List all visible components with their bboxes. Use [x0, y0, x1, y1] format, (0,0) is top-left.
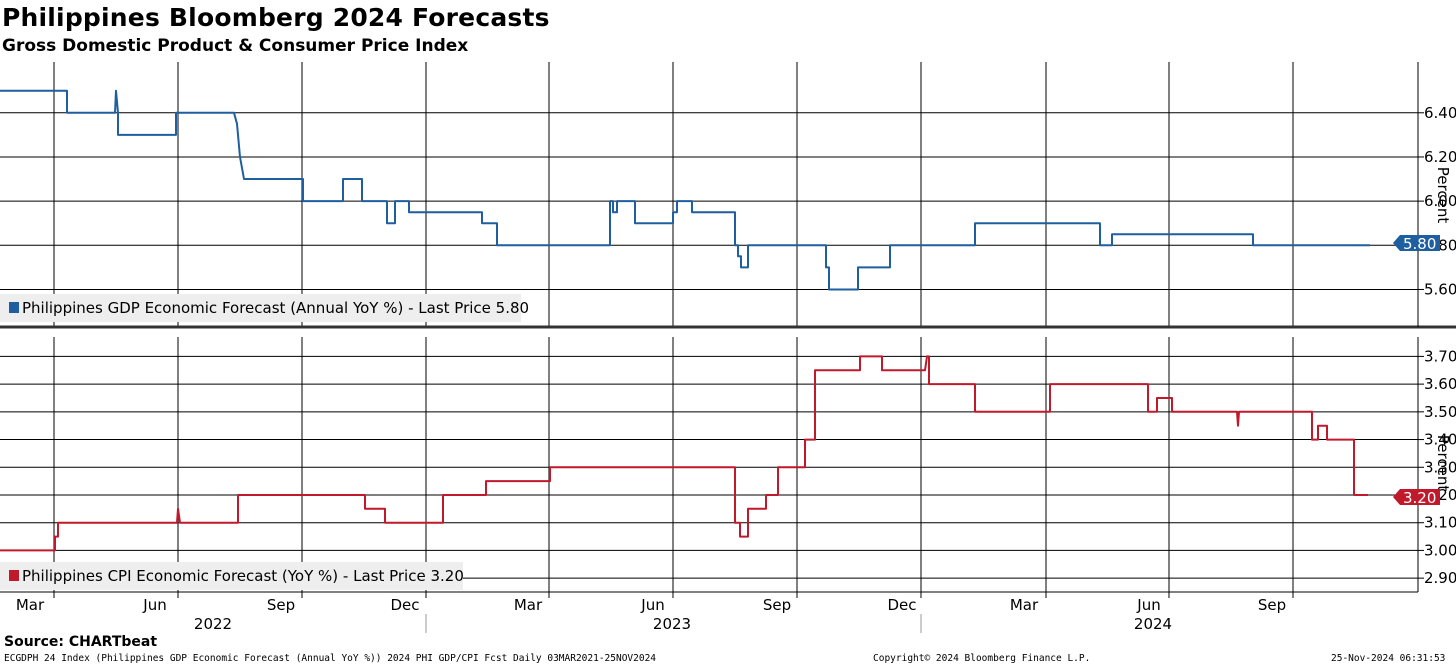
source-note: Source: CHARTbeat — [4, 634, 158, 650]
gdp-legend: Philippines GDP Economic Forecast (Annua… — [0, 294, 529, 322]
cpi-badge-shape — [1393, 489, 1440, 505]
footer-left: ECGDPH 24 Index (Philippines GDP Economi… — [4, 653, 657, 664]
x-month-label-0: Mar — [16, 596, 45, 614]
cpi-legend-swatch — [9, 570, 19, 581]
x-month-label-7: Dec — [887, 596, 916, 614]
cpi-ytick-label-4: 3.30 — [1424, 458, 1456, 476]
axes: Percent Percent — [0, 62, 1456, 593]
cpi-badge-text: 3.20 — [1403, 489, 1436, 507]
cpi-legend-box — [0, 562, 463, 590]
cpi-series-line — [0, 355, 1368, 552]
footer-center: Copyright© 2024 Bloomberg Finance L.P. — [873, 653, 1091, 664]
cpi-legend: Philippines CPI Economic Forecast (YoY %… — [0, 562, 464, 590]
gdp-legend-text: Philippines GDP Economic Forecast (Annua… — [22, 299, 529, 317]
series — [0, 89, 1370, 552]
gdp-series-line — [0, 89, 1370, 291]
cpi-legend-text: Philippines CPI Economic Forecast (YoY %… — [22, 567, 464, 585]
x-month-label-5: Jun — [640, 596, 664, 614]
x-month-label-10: Sep — [1258, 596, 1286, 614]
cpi-ytick-label-2: 3.10 — [1424, 514, 1456, 532]
gridlines — [0, 62, 1418, 592]
x-axis-labels: Mar Jun Sep Dec Mar Jun Sep Dec Mar Jun Sep 2022 202… — [16, 592, 1294, 633]
cpi-ytick-label-0: 2.90 — [1424, 569, 1456, 587]
gdp-ylabel: Percent — [1434, 167, 1452, 224]
cpi-last-price-badge: 3.20 — [1393, 489, 1440, 507]
cpi-ytick-label-6: 3.50 — [1424, 403, 1456, 421]
cpi-ytick-label-7: 3.60 — [1424, 375, 1456, 393]
cpi-ylabel: Percent — [1434, 435, 1452, 492]
cpi-ytick-label-1: 3.00 — [1424, 541, 1456, 559]
x-month-label-9: Jun — [1136, 596, 1160, 614]
gdp-ytick-label-4: 6.40 — [1424, 104, 1456, 122]
x-month-label-6: Sep — [763, 596, 791, 614]
footer-right: 25-Nov-2024 06:31:53 — [1331, 653, 1446, 664]
gdp-ytick-label-2: 6.00 — [1424, 192, 1456, 210]
chart-subtitle: Gross Domestic Product & Consumer Price … — [2, 36, 469, 56]
x-month-label-3: Dec — [390, 596, 419, 614]
gdp-legend-swatch — [9, 302, 19, 313]
chart-title: Philippines Bloomberg 2024 Forecasts — [2, 3, 550, 32]
x-month-label-2: Sep — [267, 596, 295, 614]
gdp-legend-box — [0, 294, 521, 322]
x-year-label-2: 2024 — [1134, 615, 1172, 633]
cpi-ytick-label-8: 3.70 — [1424, 347, 1456, 365]
cpi-ytick-label-5: 3.40 — [1424, 431, 1456, 449]
gdp-ytick-label-3: 6.20 — [1424, 148, 1456, 166]
gdp-last-price-badge: 5.80 — [1393, 235, 1440, 253]
x-month-label-8: Mar — [1010, 596, 1039, 614]
gdp-ytick-label-0: 5.60 — [1424, 280, 1456, 298]
x-month-label-4: Mar — [514, 596, 543, 614]
x-year-label-0: 2022 — [194, 615, 232, 633]
gdp-badge-shape — [1393, 235, 1440, 251]
gdp-badge-text: 5.80 — [1403, 235, 1436, 253]
x-month-label-1: Jun — [142, 596, 166, 614]
x-year-label-1: 2023 — [653, 615, 691, 633]
